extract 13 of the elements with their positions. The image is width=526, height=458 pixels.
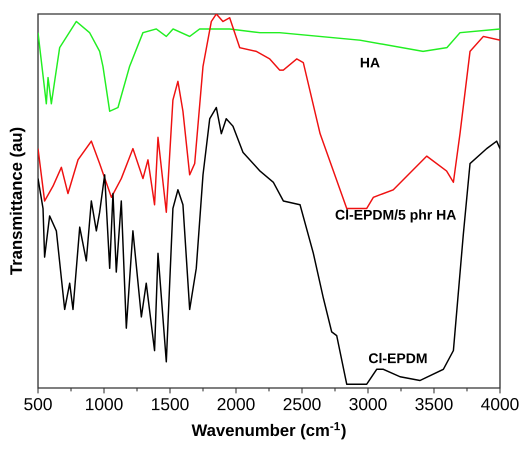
x-tick-label: 3500 xyxy=(415,398,453,410)
x-tick-label: 4000 xyxy=(481,398,519,410)
x-tick-label: 1000 xyxy=(86,398,123,410)
series-label: Cl-EPDM xyxy=(368,352,427,364)
y-axis-title: Transmittance (au) xyxy=(10,128,26,275)
series-label: Cl-EPDM/5 phr HA xyxy=(336,209,456,222)
x-tick-label: 2500 xyxy=(284,398,321,410)
x-tick-label: 2000 xyxy=(218,398,255,410)
x-tick-label: 1500 xyxy=(152,398,189,410)
x-tick-label: 3000 xyxy=(349,398,387,410)
x-tick-label: 500 xyxy=(24,398,52,410)
x-axis-title: Wavenumber (cm$^{-1}$) xyxy=(192,422,346,440)
series-label: HA xyxy=(360,58,380,68)
